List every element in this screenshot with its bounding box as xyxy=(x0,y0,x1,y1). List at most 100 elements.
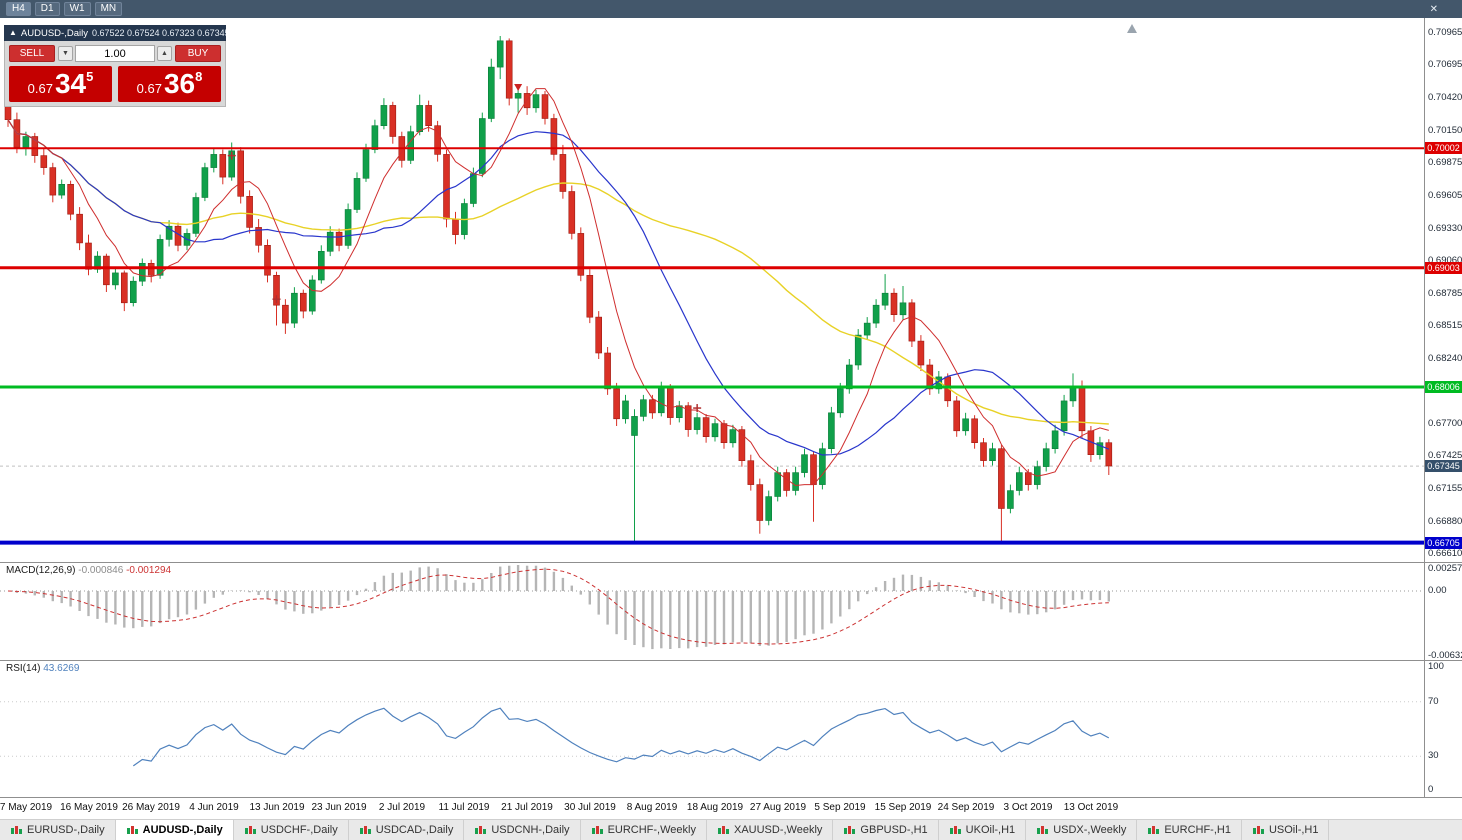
date-label: 15 Sep 2019 xyxy=(874,802,932,813)
timeframe-button-d1[interactable]: D1 xyxy=(34,2,60,16)
timeframe-button-w1[interactable]: W1 xyxy=(63,2,91,16)
rsi-axis: 100 70 30 0 xyxy=(1424,661,1462,797)
price-tick: 0.67155 xyxy=(1428,483,1462,494)
date-label: 2 Jul 2019 xyxy=(378,802,426,813)
date-label: 5 Sep 2019 xyxy=(814,802,866,813)
volume-down-button[interactable]: ▼ xyxy=(58,46,73,61)
price-tick: 0.68785 xyxy=(1428,288,1462,299)
chart-tab-eurchf-weekly[interactable]: EURCHF-,Weekly xyxy=(580,820,707,840)
buy-price-prefix: 0.67 xyxy=(136,81,162,96)
rsi-value: 43.6269 xyxy=(43,663,80,674)
sell-price-display[interactable]: 0.67 34 5 xyxy=(9,66,112,102)
macd-panel: MACD(12,26,9) -0.000846 -0.001294 0.0025… xyxy=(0,563,1462,661)
candlestick-chart-icon xyxy=(1252,825,1264,834)
sell-price-prefix: 0.67 xyxy=(27,81,53,96)
macd-chart xyxy=(0,565,1424,650)
price-tick: 0.69330 xyxy=(1428,223,1462,234)
macd-main-value: -0.000846 xyxy=(78,565,124,576)
candlestick-chart-icon xyxy=(717,825,729,834)
buy-price-digits: 36 xyxy=(163,68,196,99)
one-click-trading-panel: ▲ AUDUSD-,Daily 0.67522 0.67524 0.67323 … xyxy=(4,25,226,107)
price-tick: 0.70150 xyxy=(1428,125,1462,136)
trade-panel-header[interactable]: ▲ AUDUSD-,Daily 0.67522 0.67524 0.67323 … xyxy=(4,25,226,41)
volume-input[interactable] xyxy=(75,45,155,62)
candlestick-chart-icon xyxy=(1148,825,1160,834)
macd-label: MACD(12,26,9) -0.000846 -0.001294 xyxy=(6,565,171,576)
timeframe-buttons: H4 D1 W1 MN xyxy=(6,2,123,16)
buy-price-pipette: 8 xyxy=(195,69,203,84)
candlestick-chart-icon xyxy=(11,825,22,834)
chart-tab-usdcnh-daily[interactable]: USDCNH-,Daily xyxy=(464,820,581,840)
chart-tab-usoil-h1[interactable]: USOil-,H1 xyxy=(1241,820,1330,840)
date-label: 13 Oct 2019 xyxy=(1063,802,1119,813)
macd-axis-label: 0.002574 xyxy=(1428,563,1462,574)
tab-label: USDCHF-,Daily xyxy=(260,824,338,836)
price-tick: 0.66610 xyxy=(1428,548,1462,559)
tab-label: USDCNH-,Daily xyxy=(491,824,570,836)
price-tick: 0.70695 xyxy=(1428,59,1462,70)
price-axis[interactable]: 0.70965 0.70695 0.70420 0.70150 0.69875 0.696… xyxy=(1424,18,1462,562)
chart-tab-ukoil-h1[interactable]: UKOil-,H1 xyxy=(938,820,1027,840)
chart-tab-usdchf-daily[interactable]: USDCHF-,Daily xyxy=(233,820,349,840)
volume-up-button[interactable]: ▲ xyxy=(157,46,172,61)
chart-tab-usdcad-daily[interactable]: USDCAD-,Daily xyxy=(348,820,465,840)
rsi-axis-label: 100 xyxy=(1428,661,1444,672)
candlestick-chart-icon xyxy=(359,825,371,834)
macd-axis-label: -0.006326 xyxy=(1428,650,1462,661)
candlestick-chart-icon xyxy=(844,825,856,834)
timeframe-button-h4[interactable]: H4 xyxy=(6,2,31,16)
candlestick-chart-icon xyxy=(949,825,961,834)
level-price-tag[interactable]: 0.70002 xyxy=(1425,142,1462,154)
date-label: 21 Jul 2019 xyxy=(501,802,553,813)
chart-tab-usdx-weekly[interactable]: USDX-,Weekly xyxy=(1026,820,1138,840)
candlestick-chart-icon xyxy=(1037,825,1049,834)
chart-symbol-label: AUDUSD-,Daily xyxy=(20,27,88,39)
buy-price-display[interactable]: 0.67 36 8 xyxy=(118,66,221,102)
date-label: 30 Jul 2019 xyxy=(564,802,616,813)
rsi-axis-label: 0 xyxy=(1428,784,1434,795)
date-label: 23 Jun 2019 xyxy=(311,802,367,813)
rsi-panel: RSI(14) 43.6269 100 70 30 0 xyxy=(0,661,1462,798)
chart-tab-audusd-daily[interactable]: AUDUSD-,Daily xyxy=(115,820,234,840)
date-label: 27 Aug 2019 xyxy=(749,802,807,813)
level-price-tag[interactable]: 0.68006 xyxy=(1425,381,1462,393)
rsi-axis-label: 70 xyxy=(1428,696,1439,707)
date-label: 16 May 2019 xyxy=(60,802,118,813)
rsi-axis-label: 30 xyxy=(1428,750,1439,761)
rsi-chart xyxy=(0,701,1424,767)
tab-label: XAUUSD-,Weekly xyxy=(733,824,823,836)
volume-stepper: ▼ ▲ xyxy=(58,45,172,62)
sell-price-pipette: 5 xyxy=(86,69,94,84)
tab-label: USDCAD-,Daily xyxy=(375,824,454,836)
date-label: 13 Jun 2019 xyxy=(249,802,305,813)
candlestick-chart-icon xyxy=(475,825,487,834)
chart-tab-eurusd-daily[interactable]: EURUSD-,Daily xyxy=(0,820,116,840)
price-tick: 0.68240 xyxy=(1428,353,1462,364)
price-tick: 0.69060 xyxy=(1428,255,1462,266)
candlestick-chart[interactable] xyxy=(0,18,1424,562)
date-axis[interactable]: 7 May 2019 16 May 2019 26 May 2019 4 Jun 20… xyxy=(0,798,1462,819)
price-tick: 0.70965 xyxy=(1428,27,1462,38)
tab-label: GBPUSD-,H1 xyxy=(860,824,928,836)
chart-tab-gbpusd-h1[interactable]: GBPUSD-,H1 xyxy=(833,820,939,840)
chart-tab-eurchf-h1[interactable]: EURCHF-,H1 xyxy=(1137,820,1242,840)
collapse-caret-icon[interactable]: ▲ xyxy=(9,28,17,37)
macd-name: MACD(12,26,9) xyxy=(6,565,76,576)
level-price-tag[interactable]: 0.66705 xyxy=(1425,537,1462,549)
buy-button[interactable]: BUY xyxy=(175,45,221,62)
chart-tab-xauusd-weekly[interactable]: XAUUSD-,Weekly xyxy=(706,820,834,840)
timeframe-button-mn[interactable]: MN xyxy=(94,2,123,16)
candlestick-chart-icon xyxy=(591,825,603,834)
rsi-name: RSI(14) xyxy=(6,663,41,674)
date-label: 7 May 2019 xyxy=(0,802,53,813)
candlestick-chart-icon xyxy=(244,825,256,834)
tab-label: EURCHF-,Weekly xyxy=(607,824,696,836)
date-label: 3 Oct 2019 xyxy=(1003,802,1053,813)
sell-button[interactable]: SELL xyxy=(9,45,55,62)
date-label: 11 Jul 2019 xyxy=(438,802,490,813)
level-price-tag[interactable]: 0.69003 xyxy=(1425,262,1462,274)
price-tick: 0.66880 xyxy=(1428,516,1462,527)
window-close-icon[interactable]: ✕ xyxy=(1429,3,1438,15)
current-price-tag: 0.67345 xyxy=(1425,460,1462,472)
date-label: 18 Aug 2019 xyxy=(686,802,744,813)
